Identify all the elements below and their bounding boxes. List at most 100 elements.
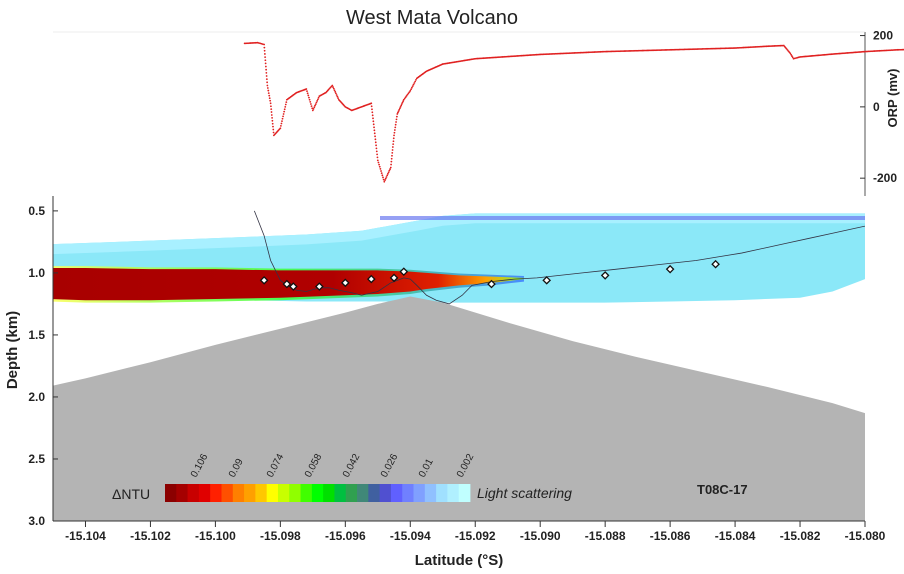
- orp-point: [282, 113, 285, 115]
- orp-point: [401, 101, 404, 104]
- orp-point: [371, 111, 374, 114]
- orp-point: [389, 166, 392, 169]
- colorbar-swatch: [266, 484, 279, 502]
- orp-point: [374, 138, 377, 141]
- sample-marker: [282, 279, 292, 289]
- orp-point: [272, 125, 274, 128]
- orp-point: [333, 89, 336, 92]
- orp-point: [264, 59, 267, 62]
- x-tick-label: -15.096: [325, 529, 366, 543]
- sample-marker: [259, 276, 269, 285]
- orp-point: [265, 78, 268, 81]
- x-tick-label: -15.092: [455, 529, 496, 543]
- orp-point: [398, 108, 401, 111]
- x-tick-label: -15.094: [390, 529, 431, 543]
- orp-point: [266, 87, 269, 89]
- orp-point: [375, 147, 378, 150]
- orp-point: [371, 114, 374, 117]
- colorbar-swatch: [232, 484, 245, 502]
- y-tick-label: 3.0: [28, 514, 45, 528]
- colorbar-swatch: [458, 484, 471, 502]
- orp-point: [391, 149, 394, 151]
- orp-point: [281, 117, 284, 120]
- x-tick-label: -15.098: [260, 529, 301, 543]
- orp-point: [284, 105, 287, 108]
- colorbar-swatch: [390, 484, 403, 502]
- chart-title: West Mata Volcano: [346, 7, 518, 29]
- orp-point: [374, 141, 377, 144]
- orp-point: [280, 122, 283, 125]
- orp-point: [263, 53, 266, 55]
- orp-point: [264, 65, 267, 68]
- orp-point: [791, 56, 794, 59]
- orp-point: [270, 108, 273, 111]
- colorbar-swatch: [165, 484, 177, 502]
- orp-point: [386, 174, 389, 177]
- orp-point: [284, 103, 287, 106]
- orp-point: [391, 151, 394, 154]
- orp-point: [395, 115, 398, 118]
- orp-point: [390, 160, 393, 163]
- orp-point: [317, 96, 320, 99]
- orp-point: [283, 108, 286, 111]
- colorbar-swatch: [255, 484, 268, 502]
- orp-point: [279, 127, 282, 130]
- orp-point: [395, 118, 398, 121]
- colorbar: [165, 484, 471, 502]
- orp-point: [391, 154, 393, 157]
- orp-point: [271, 116, 273, 119]
- orp-point: [397, 110, 400, 113]
- orp-point: [316, 100, 319, 102]
- orp-point: [332, 86, 334, 88]
- colorbar-swatch: [345, 484, 358, 502]
- orp-point: [412, 83, 415, 86]
- orp-point: [791, 55, 793, 57]
- orp-point: [312, 107, 315, 110]
- orp-point: [413, 82, 416, 84]
- colorbar-swatch: [244, 484, 256, 502]
- orp-point: [382, 178, 385, 181]
- orp-point: [375, 150, 378, 153]
- orp-point: [379, 168, 382, 170]
- x-tick-label: -15.102: [130, 529, 171, 543]
- orp-point: [267, 89, 270, 92]
- orp-point: [387, 171, 390, 174]
- orp-point: [268, 97, 271, 100]
- colorbar-swatch: [221, 484, 234, 502]
- x-tick-label: -15.088: [585, 529, 626, 543]
- x-tick-label: -15.090: [520, 529, 561, 543]
- orp-point: [306, 92, 309, 95]
- orp-point: [380, 170, 382, 172]
- orp-point: [407, 92, 410, 95]
- orp-point: [335, 92, 337, 95]
- orp-point: [376, 156, 379, 159]
- orp-point: [385, 176, 388, 178]
- orp-point: [789, 52, 792, 55]
- colorbar-swatch: [447, 484, 460, 502]
- colorbar-swatch: [357, 484, 369, 502]
- orp-point: [272, 131, 275, 134]
- orp-point: [384, 177, 387, 180]
- orp-point: [403, 97, 406, 100]
- orp-point: [378, 163, 380, 166]
- orp-point: [271, 122, 274, 125]
- orp-point: [315, 101, 318, 104]
- y-tick-label: 0.5: [28, 204, 45, 218]
- orp-point: [314, 104, 316, 107]
- orp-point: [384, 179, 386, 182]
- sample-marker: [289, 282, 298, 291]
- orp-point: [270, 114, 273, 116]
- y2-tick-label: 0: [873, 100, 880, 114]
- orp-point: [411, 86, 413, 89]
- orp-point: [389, 168, 391, 170]
- colorbar-caption: Light scattering: [477, 485, 572, 501]
- orp-point: [265, 71, 268, 74]
- orp-point: [371, 108, 373, 111]
- colorbar-swatch: [300, 484, 313, 502]
- station-label: T08C-17: [697, 482, 748, 497]
- ambient-band-upper: [53, 213, 865, 255]
- sample-marker: [399, 267, 409, 276]
- sample-marker: [665, 264, 675, 274]
- orp-point: [402, 98, 405, 101]
- y-tick-label: 2.5: [28, 452, 45, 466]
